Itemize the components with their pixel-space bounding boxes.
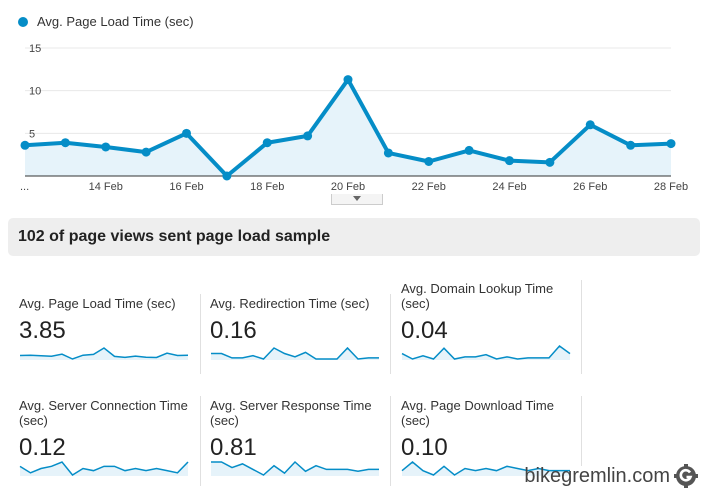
sparkline-area (20, 348, 188, 360)
metric-page-download-time[interactable]: Avg. Page Download Time (sec) 0.10 (401, 398, 591, 498)
sparkline-server-response-time (211, 460, 379, 476)
page-load-line-chart: 15 10 5... 14 Feb 16 Feb 18 Feb 20 Feb 22 Feb 24… (20, 43, 688, 193)
data-point[interactable] (20, 140, 30, 150)
data-point[interactable] (303, 131, 313, 141)
gear-g-logo-icon (674, 464, 698, 488)
sparkline-area (211, 462, 379, 476)
sparkline-area (20, 462, 188, 476)
data-point[interactable] (222, 171, 232, 181)
watermark-text: bikegremlin.com (524, 464, 670, 487)
sparkline-page-load-time (19, 347, 189, 360)
sparkline-line (401, 461, 570, 476)
x-tick-label: 22 Feb (412, 181, 446, 193)
legend-label: Avg. Page Load Time (sec) (37, 14, 194, 29)
data-point[interactable] (666, 139, 676, 149)
metric-title: Avg. Redirection Time (sec) (210, 296, 370, 311)
x-tick-label: 14 Feb (89, 181, 123, 193)
sparkline-line (19, 347, 189, 360)
y-tick-label: 5 (29, 128, 35, 140)
data-point[interactable] (60, 138, 70, 148)
metric-separator (200, 396, 201, 486)
sparkline-server-connection-time (19, 461, 189, 476)
sparkline-area (402, 346, 570, 360)
sparkline-domain-lookup-time (401, 344, 571, 360)
data-point[interactable] (383, 148, 393, 158)
data-point[interactable] (464, 145, 474, 155)
metric-value: 0.81 (210, 434, 257, 461)
metric-separator (390, 294, 391, 374)
data-point[interactable] (141, 147, 151, 157)
data-point[interactable] (262, 138, 272, 148)
x-tick-label: 24 Feb (492, 181, 526, 193)
x-tick-label: 16 Feb (169, 181, 203, 193)
sparkline-line (401, 344, 571, 360)
data-point[interactable] (545, 157, 555, 167)
data-point[interactable] (424, 156, 434, 166)
sparkline-redirection-time (211, 346, 379, 360)
chart-collapse-handle[interactable] (331, 194, 383, 205)
x-tick-label: ... (20, 181, 29, 193)
metric-title: Avg. Server Connection Time (sec) (19, 398, 188, 428)
data-point[interactable] (626, 140, 636, 150)
y-tick-label: 10 (29, 86, 41, 98)
sample-banner-text: 102 of page views sent page load sample (18, 228, 331, 245)
metric-value: 0.04 (401, 317, 448, 344)
metric-server-connection-time[interactable]: Avg. Server Connection Time (sec) 0.12 (19, 398, 209, 498)
data-point[interactable] (343, 75, 353, 85)
y-tick-label: 15 (29, 43, 41, 55)
x-tick-label: 26 Feb (573, 181, 607, 193)
metric-title: Avg. Page Load Time (sec) (19, 296, 176, 311)
metric-page-load-time[interactable]: Avg. Page Load Time (sec) 3.85 (19, 296, 209, 396)
metric-value: 3.85 (19, 317, 66, 344)
metric-value: 0.10 (401, 434, 448, 461)
metric-separator (200, 294, 201, 374)
sample-banner: 102 of page views sent page load sample (8, 218, 700, 256)
sparkline-page-download-time (401, 461, 570, 476)
x-tick-label: 20 Feb (331, 181, 365, 193)
metric-title: Avg. Server Response Time (sec) (210, 398, 372, 428)
data-point[interactable] (585, 120, 595, 130)
metric-value: 0.12 (19, 434, 66, 461)
sparkline-line (211, 460, 379, 476)
data-point[interactable] (182, 128, 191, 138)
x-tick-label: 28 Feb (654, 181, 688, 193)
series-area (25, 79, 671, 176)
metric-value: 0.16 (210, 317, 257, 344)
metric-separator (581, 280, 582, 374)
metric-server-response-time[interactable]: Avg. Server Response Time (sec) 0.81 (210, 398, 400, 498)
data-point[interactable] (505, 156, 514, 166)
watermark: bikegremlin.com (524, 464, 698, 488)
sparkline-area (211, 348, 379, 360)
metric-redirection-time[interactable]: Avg. Redirection Time (sec) 0.16 (210, 296, 400, 396)
metric-separator (581, 396, 582, 466)
x-tick-label: 18 Feb (250, 181, 284, 193)
metric-domain-lookup-time[interactable]: Avg. Domain Lookup Time (sec) 0.04 (401, 281, 591, 381)
sparkline-line (211, 346, 379, 360)
legend-dot-icon (18, 16, 28, 27)
metric-separator (390, 396, 391, 486)
metric-title: Avg. Domain Lookup Time (sec) (401, 281, 554, 311)
chart-legend: Avg. Page Load Time (sec) (18, 14, 194, 29)
data-point[interactable] (101, 142, 111, 152)
metric-title: Avg. Page Download Time (sec) (401, 398, 554, 428)
sparkline-line (19, 461, 189, 476)
